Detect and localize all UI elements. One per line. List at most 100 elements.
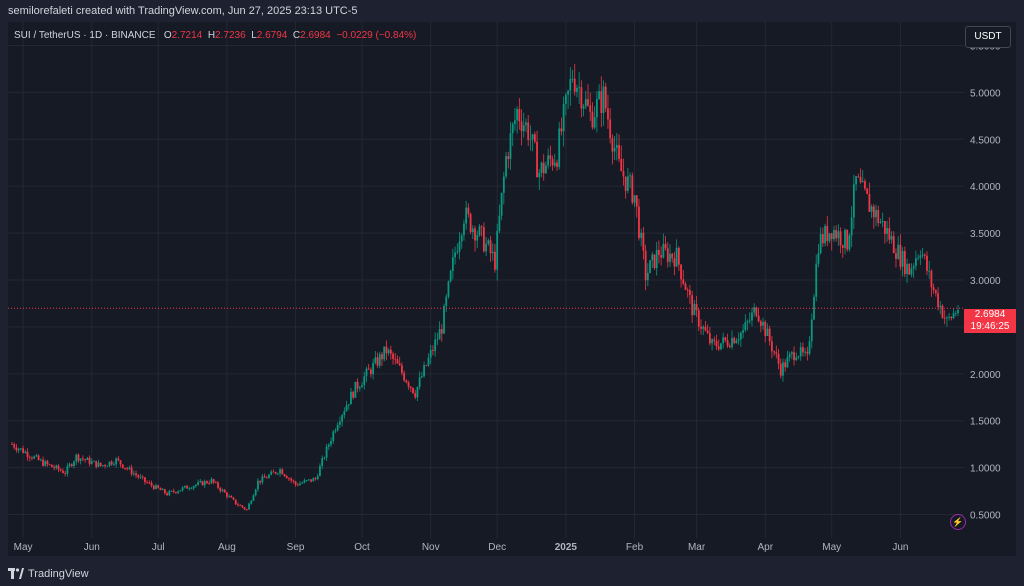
tradingview-brand[interactable]: TradingView (28, 568, 89, 580)
candle-body (192, 486, 195, 489)
high-label: H (207, 30, 216, 41)
candle-body (751, 312, 753, 321)
candle-body (70, 464, 73, 467)
candle-body (201, 481, 204, 486)
currency-button[interactable]: USDT (965, 26, 1011, 48)
candle-body (11, 444, 13, 445)
candle-body (392, 353, 394, 359)
candle-body (881, 221, 884, 222)
candle-body (915, 258, 917, 267)
candle-body (525, 122, 527, 126)
candle-body (615, 145, 618, 148)
candle-body (179, 490, 182, 492)
candle-body (762, 321, 764, 326)
candle-body (890, 236, 893, 240)
candle-body (877, 209, 880, 223)
candle-body (434, 339, 437, 351)
candle-body (711, 339, 713, 344)
candle-body (748, 320, 751, 322)
candle-body (779, 363, 782, 376)
candle-body (325, 446, 328, 458)
candle-body (644, 250, 647, 281)
candle-body (150, 482, 153, 486)
candle-body (578, 87, 581, 89)
candle-body (245, 509, 248, 511)
candle-body (489, 240, 492, 254)
candle-body (620, 158, 623, 172)
symbol-label[interactable]: SUI / TetherUS · 1D · BINANCE (14, 30, 156, 41)
candle-body (79, 458, 82, 461)
top-credit-bar: semilorefaleti created with TradingView.… (0, 0, 1024, 22)
candle-body (250, 500, 253, 504)
candle-body (939, 305, 942, 308)
candle-body (35, 455, 38, 457)
candle-body (427, 357, 430, 366)
candle-body (746, 321, 749, 323)
candle-body (263, 476, 266, 478)
candle-body (44, 461, 47, 466)
candle-body (888, 228, 891, 240)
chart-pane[interactable] (8, 22, 1016, 556)
candle-body (640, 232, 643, 239)
low-value: 2.6794 (256, 30, 288, 41)
candle-body (15, 447, 18, 451)
candle-body (394, 358, 397, 360)
last-price-value: 2.6984 (974, 309, 1006, 320)
candle-body (593, 117, 596, 128)
candle-body (403, 372, 406, 381)
candle-body (804, 351, 807, 353)
candle-body (425, 365, 428, 367)
candle-body (316, 476, 319, 479)
candle-body (443, 306, 445, 334)
candle-body (334, 430, 337, 432)
candle-body (343, 411, 346, 416)
candle-body (110, 461, 113, 465)
candle-body (870, 206, 873, 212)
candle-body (950, 316, 953, 319)
candle-body (708, 333, 711, 344)
candle-body (500, 192, 503, 216)
candle-body (626, 176, 629, 191)
candle-body (292, 480, 295, 482)
candle-body (389, 349, 392, 354)
candle-body (212, 479, 215, 483)
change-value: −0.0229 (−0.84%) (336, 30, 417, 41)
candle-body (281, 469, 284, 475)
candle-body (837, 231, 840, 239)
candle-body (516, 109, 519, 121)
candle-body (910, 268, 913, 275)
candle-body (139, 476, 142, 478)
candle-body (59, 469, 62, 471)
candle-body (257, 480, 259, 490)
candle-body (17, 448, 20, 451)
candle-body (405, 380, 408, 383)
candle-body (883, 221, 886, 234)
candle-body (345, 405, 348, 412)
candle-body (243, 507, 246, 510)
y-tick-label: 5.0000 (970, 88, 1001, 99)
candle-body (722, 337, 725, 344)
candle-body (159, 488, 162, 491)
candle-body (598, 91, 600, 99)
candle-body (943, 317, 946, 319)
candle-body (157, 485, 160, 489)
y-tick-label: 4.0000 (970, 182, 1001, 193)
candle-body (768, 328, 771, 342)
candle-body (223, 489, 226, 493)
candle-body (624, 176, 627, 191)
candle-body (547, 155, 550, 166)
candle-body (671, 253, 674, 259)
candle-body (553, 162, 556, 166)
lightning-icon[interactable]: ⚡ (950, 514, 966, 530)
candle-body (126, 468, 129, 469)
candle-body (104, 465, 106, 466)
candle-body (802, 347, 804, 353)
candle-body (824, 225, 826, 244)
candle-body (901, 251, 904, 267)
candle-body (799, 347, 802, 357)
candle-body (782, 362, 784, 376)
candle-body (540, 162, 543, 173)
candle-body (848, 235, 851, 250)
candle-body (591, 111, 594, 128)
